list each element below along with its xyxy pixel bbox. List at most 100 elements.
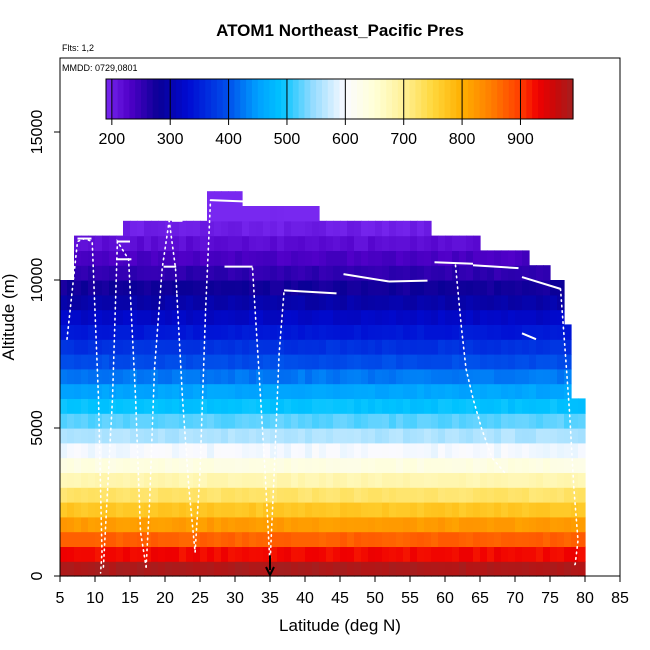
heatmap-cell bbox=[333, 502, 341, 518]
heatmap-cell bbox=[151, 294, 159, 311]
heatmap-cell bbox=[249, 428, 257, 444]
heatmap-cell bbox=[130, 398, 138, 414]
heatmap-cell bbox=[291, 487, 299, 503]
heatmap-cell bbox=[242, 206, 250, 222]
heatmap-cell bbox=[333, 413, 341, 429]
heatmap-cell bbox=[144, 265, 152, 281]
heatmap-cell bbox=[298, 487, 306, 503]
heatmap-cell bbox=[382, 561, 390, 577]
heatmap-cell bbox=[214, 428, 222, 444]
heatmap-cell bbox=[67, 354, 75, 370]
heatmap-cell bbox=[67, 487, 75, 503]
heatmap-cell bbox=[389, 383, 397, 399]
heatmap-cell bbox=[277, 502, 285, 518]
heatmap-cell bbox=[256, 383, 264, 399]
heatmap-cell bbox=[438, 294, 446, 311]
heatmap-cell bbox=[431, 280, 439, 296]
heatmap-cell bbox=[144, 383, 152, 399]
colorbar-segment bbox=[520, 79, 527, 119]
heatmap-cell bbox=[501, 354, 509, 370]
heatmap-cell bbox=[515, 354, 523, 370]
heatmap-cell bbox=[172, 472, 180, 488]
heatmap-cell bbox=[207, 398, 215, 414]
heatmap-cell bbox=[214, 502, 222, 518]
heatmap-cell bbox=[277, 428, 285, 444]
heatmap-cell bbox=[277, 339, 285, 355]
heatmap-cell bbox=[508, 250, 516, 266]
heatmap-cell bbox=[305, 413, 313, 429]
heatmap-cell bbox=[368, 265, 376, 281]
heatmap-cell bbox=[326, 413, 334, 429]
heatmap-cell bbox=[522, 294, 530, 311]
heatmap-cell bbox=[410, 250, 418, 266]
heatmap-cell bbox=[102, 339, 110, 355]
heatmap-cell bbox=[179, 354, 187, 370]
heatmap-cell bbox=[214, 309, 222, 325]
heatmap-cell bbox=[347, 442, 355, 459]
heatmap-cell bbox=[109, 368, 117, 385]
colorbar-segment bbox=[508, 79, 516, 119]
heatmap-cell bbox=[235, 339, 243, 355]
heatmap-cell bbox=[60, 487, 68, 503]
heatmap-cell bbox=[326, 235, 334, 251]
heatmap-cell bbox=[403, 516, 411, 533]
heatmap-cell bbox=[235, 206, 243, 222]
heatmap-cell bbox=[179, 487, 187, 503]
heatmap-cell bbox=[410, 531, 418, 547]
heatmap-cell bbox=[67, 472, 75, 488]
heatmap-cell bbox=[291, 428, 299, 444]
heatmap-cell bbox=[214, 383, 222, 399]
heatmap-cell bbox=[221, 368, 229, 385]
heatmap-cell bbox=[522, 546, 530, 562]
heatmap-cell bbox=[368, 383, 376, 399]
heatmap-cell bbox=[256, 472, 264, 488]
heatmap-cell bbox=[501, 516, 509, 533]
heatmap-cell bbox=[137, 442, 145, 459]
heatmap-cell bbox=[438, 487, 446, 503]
heatmap-cell bbox=[193, 220, 201, 237]
heatmap-cell bbox=[361, 280, 369, 296]
heatmap-cell bbox=[452, 516, 460, 533]
heatmap-cell bbox=[361, 487, 369, 503]
flight-cruise-segment bbox=[283, 289, 337, 295]
heatmap-cell bbox=[494, 324, 502, 340]
heatmap-cell bbox=[284, 265, 292, 281]
heatmap-cell bbox=[438, 546, 446, 562]
heatmap-cell bbox=[74, 502, 82, 518]
heatmap-cell bbox=[375, 235, 383, 251]
heatmap-cell bbox=[354, 235, 362, 251]
heatmap-cell bbox=[543, 487, 551, 503]
heatmap-cell bbox=[60, 294, 68, 311]
heatmap-cell bbox=[431, 472, 439, 488]
heatmap-cell bbox=[165, 546, 173, 562]
heatmap-cell bbox=[522, 265, 530, 281]
heatmap-cell bbox=[410, 235, 418, 251]
heatmap-cell bbox=[361, 502, 369, 518]
heatmap-cell bbox=[473, 457, 481, 473]
heatmap-cell bbox=[228, 546, 236, 562]
heatmap-cell bbox=[116, 354, 124, 370]
heatmap-cell bbox=[165, 368, 173, 385]
heatmap-cell bbox=[270, 206, 278, 222]
heatmap-cell bbox=[361, 235, 369, 251]
heatmap-cell bbox=[515, 398, 523, 414]
heatmap-cell bbox=[130, 354, 138, 370]
heatmap-cell bbox=[312, 206, 320, 222]
heatmap-cell bbox=[382, 502, 390, 518]
heatmap-cell bbox=[424, 531, 432, 547]
heatmap-cell bbox=[95, 265, 103, 281]
heatmap-cell bbox=[522, 487, 530, 503]
heatmap-cell bbox=[396, 398, 404, 414]
heatmap-cell bbox=[144, 235, 152, 251]
heatmap-cell bbox=[298, 546, 306, 562]
heatmap-cell bbox=[81, 413, 89, 429]
heatmap-cell bbox=[431, 487, 439, 503]
heatmap-cell bbox=[480, 280, 488, 296]
y-axis-label: Altitude (m) bbox=[0, 274, 18, 361]
heatmap-cell bbox=[130, 235, 138, 251]
heatmap-cell bbox=[305, 398, 313, 414]
heatmap-cell bbox=[368, 516, 376, 533]
heatmap-cell bbox=[564, 472, 572, 488]
heatmap-cell bbox=[109, 354, 117, 370]
heatmap-cell bbox=[67, 280, 75, 296]
